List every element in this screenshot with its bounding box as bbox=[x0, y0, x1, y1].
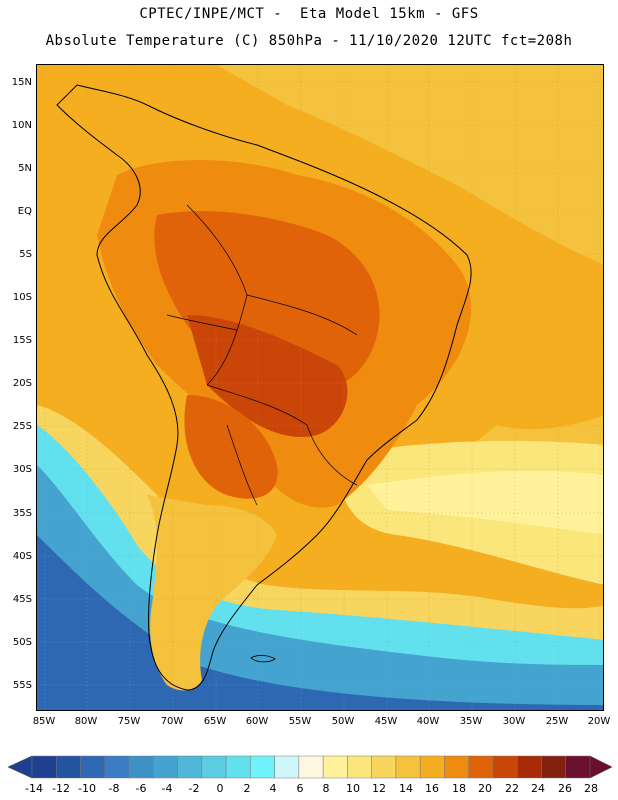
cb-label-m12: -12 bbox=[52, 782, 70, 795]
lat-label-35s: 35S bbox=[12, 508, 32, 519]
lat-label-20s: 20S bbox=[12, 378, 32, 389]
lat-label-eq: EQ bbox=[17, 206, 32, 217]
cb-label-8: 8 bbox=[322, 782, 330, 795]
colorbar-cell bbox=[225, 755, 251, 779]
cb-label-16: 16 bbox=[425, 782, 439, 795]
lat-label-30s: 30S bbox=[12, 464, 32, 475]
lat-label-40s: 40S bbox=[12, 551, 32, 562]
cb-label-12: 12 bbox=[372, 782, 386, 795]
northern-band bbox=[217, 65, 603, 265]
lon-label-40w: 40W bbox=[416, 716, 440, 727]
colorbar-cell bbox=[153, 755, 178, 779]
cb-label-10: 10 bbox=[346, 782, 360, 795]
cb-label-24: 24 bbox=[531, 782, 545, 795]
lon-label-55w: 55W bbox=[288, 716, 312, 727]
lon-label-80w: 80W bbox=[74, 716, 98, 727]
colorbar-cell bbox=[104, 755, 130, 779]
central-hottest bbox=[187, 315, 348, 437]
colorbar-cell bbox=[468, 755, 494, 779]
cb-label-6: 6 bbox=[296, 782, 304, 795]
cb-label-m14: -14 bbox=[25, 782, 43, 795]
country-borders bbox=[166, 204, 358, 506]
lon-label-70w: 70W bbox=[160, 716, 184, 727]
lat-label-10n: 10N bbox=[11, 120, 32, 131]
lat-label-55s: 55S bbox=[12, 680, 32, 691]
lon-label-25w: 25W bbox=[545, 716, 569, 727]
lon-label-75w: 75W bbox=[117, 716, 141, 727]
cb-label-2: 2 bbox=[243, 782, 251, 795]
colorbar-cell bbox=[177, 755, 203, 779]
lat-label-50s: 50S bbox=[12, 637, 32, 648]
colorbar-cell bbox=[31, 755, 57, 779]
lon-label-85w: 85W bbox=[32, 716, 56, 727]
lon-label-35w: 35W bbox=[459, 716, 483, 727]
colorbar-min-arrow bbox=[8, 755, 33, 779]
lon-label-50w: 50W bbox=[331, 716, 355, 727]
cb-label-0: 0 bbox=[216, 782, 224, 795]
cb-label-4: 4 bbox=[269, 782, 277, 795]
lon-label-60w: 60W bbox=[245, 716, 269, 727]
lat-label-45s: 45S bbox=[12, 594, 32, 605]
colorbar-cell bbox=[322, 755, 348, 779]
colorbar-cell bbox=[250, 755, 275, 779]
cb-label-m8: -8 bbox=[108, 782, 120, 795]
pale-yellow-band bbox=[367, 470, 603, 535]
coastline bbox=[56, 84, 472, 691]
patagonia bbox=[147, 495, 277, 691]
colorbar-cell bbox=[395, 755, 421, 779]
cb-label-26: 26 bbox=[558, 782, 572, 795]
cb-label-28: 28 bbox=[584, 782, 598, 795]
colorbar-cell bbox=[201, 755, 227, 779]
colorbar-cell bbox=[80, 755, 106, 779]
chaco-hot bbox=[184, 395, 278, 499]
cb-label-m6: -6 bbox=[135, 782, 147, 795]
colorbar-max-arrow bbox=[589, 755, 612, 779]
colorbar-cell bbox=[298, 755, 324, 779]
cb-label-m4: -4 bbox=[161, 782, 173, 795]
lat-label-15s: 15S bbox=[12, 335, 32, 346]
lon-label-20w: 20W bbox=[587, 716, 611, 727]
lat-label-25s: 25S bbox=[12, 421, 32, 432]
lon-label-45w: 45W bbox=[374, 716, 398, 727]
lat-label-10s: 10S bbox=[12, 292, 32, 303]
colorbar-cell bbox=[444, 755, 469, 779]
lat-label-5n: 5N bbox=[18, 163, 32, 174]
colorbar-cell bbox=[56, 755, 81, 779]
lon-label-30w: 30W bbox=[502, 716, 526, 727]
cb-label-m2: -2 bbox=[188, 782, 200, 795]
cb-label-22: 22 bbox=[505, 782, 519, 795]
title-line-1: CPTEC/INPE/MCT - Eta Model 15km - GFS bbox=[139, 6, 479, 22]
colorbar-cell bbox=[565, 755, 591, 779]
temperature-field bbox=[37, 65, 603, 710]
colorbar-cell bbox=[347, 755, 372, 779]
colorbar-cell bbox=[492, 755, 518, 779]
cb-label-20: 20 bbox=[478, 782, 492, 795]
colorbar-cell bbox=[541, 755, 566, 779]
colorbar-cell bbox=[419, 755, 445, 779]
lon-label-65w: 65W bbox=[203, 716, 227, 727]
colorbar-cell bbox=[274, 755, 300, 779]
title-line-2: Absolute Temperature (C) 850hPa - 11/10/… bbox=[45, 33, 573, 49]
colorbar-cell bbox=[516, 755, 542, 779]
gridlines bbox=[37, 65, 603, 710]
cb-label-14: 14 bbox=[399, 782, 413, 795]
cb-label-m10: -10 bbox=[78, 782, 96, 795]
lat-label-15n: 15N bbox=[11, 77, 32, 88]
temperature-map bbox=[36, 64, 604, 711]
colorbar-cell bbox=[371, 755, 397, 779]
cb-label-18: 18 bbox=[452, 782, 466, 795]
falkland-islands bbox=[250, 655, 276, 663]
lat-label-5s: 5S bbox=[19, 249, 32, 260]
colorbar bbox=[8, 755, 612, 779]
colorbar-cell bbox=[128, 755, 154, 779]
